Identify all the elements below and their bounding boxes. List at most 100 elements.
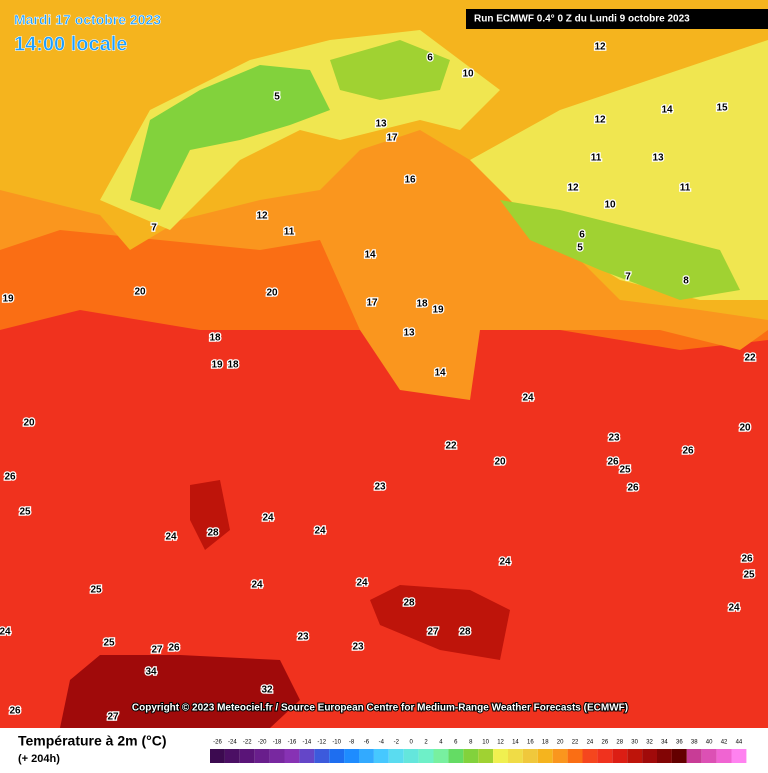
colorbar-cell [716,749,732,763]
temperature-label: 6 [427,53,433,64]
temperature-label: 24 [356,578,368,589]
temperature-label: 28 [207,528,219,539]
temperature-label: 25 [743,570,755,581]
temperature-label: 25 [90,585,102,596]
colorbar-cell [299,749,315,763]
colorbar-cell [239,749,255,763]
colorbar-cell [493,749,508,763]
legend-title: Température à 2m (°C) [18,733,167,749]
temperature-label: 12 [567,183,579,194]
colorbar-tick-label: 36 [676,740,683,746]
colorbar-cell [448,749,464,763]
colorbar-tick-label: 42 [721,740,728,746]
colorbar-cell [522,749,538,763]
temperature-label: 24 [251,580,263,591]
colorbar-tick-label: 12 [497,740,504,746]
temperature-label: 17 [386,133,398,144]
temperature-label: 26 [682,446,694,457]
temperature-label: 20 [23,418,35,429]
temperature-label: 26 [607,457,619,468]
colorbar-cell [284,749,300,763]
colorbar-cell [388,749,404,763]
colorbar-tick-label: -18 [273,740,282,746]
colorbar-cell [731,749,747,763]
colorbar-cell [359,749,374,763]
temperature-label: 28 [403,598,415,609]
temperature-label: 6 [579,230,585,241]
colorbar-tick-label: 26 [602,740,609,746]
temperature-label: 34 [145,667,157,678]
temperature-label: 14 [364,250,376,261]
hot-zone [60,655,300,728]
temperature-label: 11 [591,153,602,164]
temperature-label: 10 [462,69,474,80]
temperature-label: 18 [416,299,428,310]
temperature-label: 25 [19,507,31,518]
colorbar-cell [254,749,270,763]
temperature-label: 26 [9,706,21,717]
temperature-label: 13 [375,119,387,130]
colorbar-tick-label: -10 [332,740,341,746]
colorbar-tick-label: 32 [646,740,653,746]
temperature-label: 26 [168,643,180,654]
colorbar-tick-label: 4 [439,740,443,746]
copyright: Copyright © 2023 Meteociel.fr / Source E… [132,703,628,714]
colorbar-cell [597,749,613,763]
temperature-label: 27 [427,627,439,638]
colorbar-cell [269,749,285,763]
colorbar-tick-label: 8 [469,740,473,746]
colorbar-cell [567,749,583,763]
green-zone [130,65,330,210]
temperature-label: 24 [165,532,177,543]
colorbar-cell [433,749,449,763]
temperature-label: 13 [652,153,664,164]
colorbar-tick-label: 18 [542,740,549,746]
colorbar-tick-label: 10 [482,740,489,746]
colorbar-cell [582,749,598,763]
colorbar-tick-label: 20 [557,740,564,746]
temperature-label: 26 [4,472,16,483]
colorbar-cell [627,749,643,763]
temperature-label: 27 [151,645,163,656]
colorbar-tick-label: 14 [512,740,519,746]
temperature-label: 32 [261,685,273,696]
green-zone-east [500,200,740,300]
colorbar-tick-label: 6 [454,740,458,746]
temperature-label: 18 [227,360,239,371]
hot-zone [190,480,230,550]
temperature-label: 11 [284,227,295,238]
time: 14:00 locale [14,33,127,55]
colorbar-tick-label: -4 [379,740,385,746]
temperature-label: 24 [728,603,740,614]
temperature-label: 23 [297,632,309,643]
colorbar-tick-label: -2 [394,740,400,746]
temperature-label: 19 [432,305,444,316]
temperature-label: 24 [522,393,534,404]
temperature-label: 20 [739,423,751,434]
colorbar-cell [657,749,672,763]
temperature-label: 26 [741,554,753,565]
colorbar-tick-label: 40 [706,740,713,746]
temperature-label: 5 [274,92,280,103]
colorbar-cell [403,749,419,763]
colorbar-cell [701,749,717,763]
temperature-label: 5 [577,243,583,254]
temperature-label: 23 [352,642,364,653]
colorbar-cell [642,749,657,763]
temperature-label: 22 [445,441,457,452]
temperature-label: 24 [314,526,326,537]
colorbar-tick-label: -12 [317,740,326,746]
colorbar-cell [686,749,702,763]
temperature-label: 17 [366,298,378,309]
colorbar-tick-label: -22 [243,740,252,746]
colorbar-cell [418,749,434,763]
colorbar-tick-label: -8 [349,740,355,746]
temperature-label: 16 [404,175,416,186]
colorbar-tick-label: 38 [691,740,698,746]
colorbar-tick-label: -26 [213,740,222,746]
temperature-label: 20 [494,457,506,468]
temperature-label: 7 [625,272,631,283]
temperature-label: 23 [374,482,386,493]
temperature-label: 25 [103,638,115,649]
